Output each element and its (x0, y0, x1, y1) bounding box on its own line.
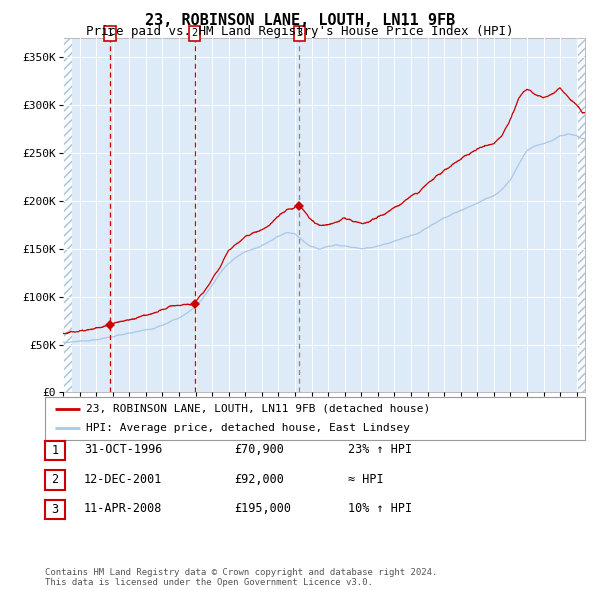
Text: 1: 1 (107, 28, 113, 38)
Text: £70,900: £70,900 (234, 443, 284, 456)
Text: £195,000: £195,000 (234, 502, 291, 515)
Text: Price paid vs. HM Land Registry's House Price Index (HPI): Price paid vs. HM Land Registry's House … (86, 25, 514, 38)
Text: 23, ROBINSON LANE, LOUTH, LN11 9FB: 23, ROBINSON LANE, LOUTH, LN11 9FB (145, 13, 455, 28)
Text: 23, ROBINSON LANE, LOUTH, LN11 9FB (detached house): 23, ROBINSON LANE, LOUTH, LN11 9FB (deta… (86, 404, 430, 414)
Bar (63, 38, 72, 392)
Text: 3: 3 (52, 503, 58, 516)
Text: 1: 1 (52, 444, 58, 457)
Text: 2: 2 (191, 28, 198, 38)
Bar (578, 38, 585, 392)
Text: 2: 2 (52, 473, 58, 487)
Text: £92,000: £92,000 (234, 473, 284, 486)
Text: 3: 3 (296, 28, 302, 38)
Text: 23% ↑ HPI: 23% ↑ HPI (348, 443, 412, 456)
Text: 11-APR-2008: 11-APR-2008 (84, 502, 163, 515)
Text: Contains HM Land Registry data © Crown copyright and database right 2024.
This d: Contains HM Land Registry data © Crown c… (45, 568, 437, 587)
Text: 12-DEC-2001: 12-DEC-2001 (84, 473, 163, 486)
Text: ≈ HPI: ≈ HPI (348, 473, 383, 486)
Text: 10% ↑ HPI: 10% ↑ HPI (348, 502, 412, 515)
Text: 31-OCT-1996: 31-OCT-1996 (84, 443, 163, 456)
Text: HPI: Average price, detached house, East Lindsey: HPI: Average price, detached house, East… (86, 423, 409, 433)
